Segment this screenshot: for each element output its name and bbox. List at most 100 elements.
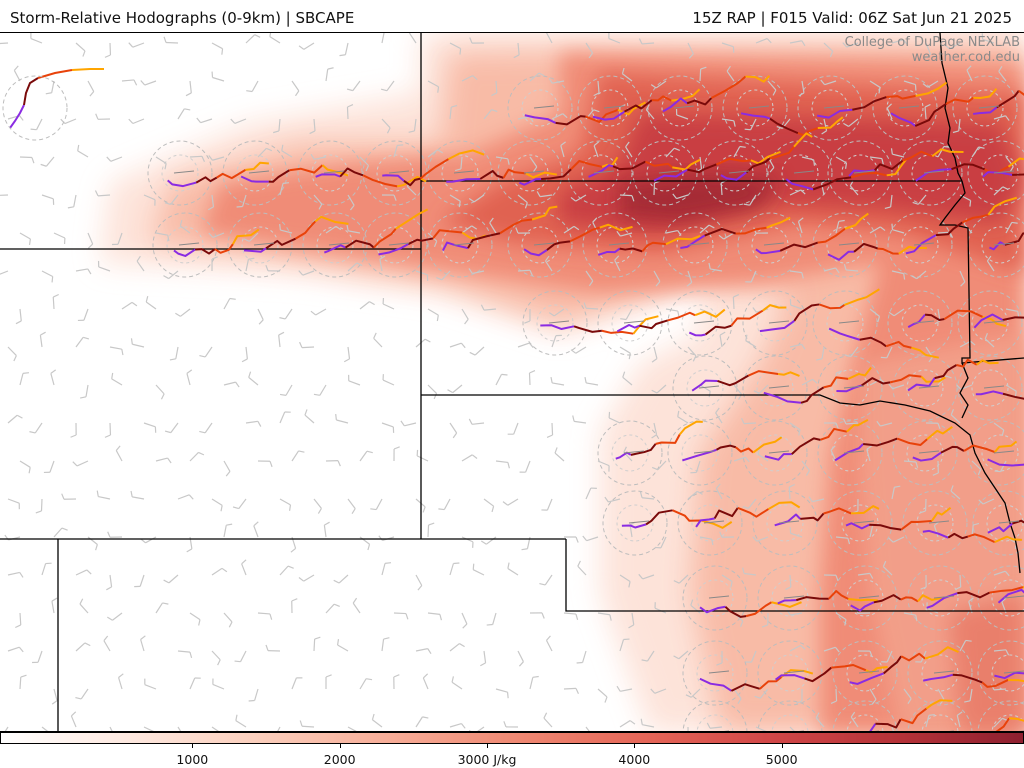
wind-barb — [665, 308, 680, 318]
wind-barb — [823, 422, 839, 429]
wind-barb — [563, 612, 579, 620]
wind-barb — [461, 75, 478, 82]
wind-barb — [993, 115, 1010, 121]
wind-barb — [281, 144, 293, 158]
wind-barb — [51, 597, 58, 614]
hodograph-ring — [227, 212, 293, 278]
wind-barb — [545, 33, 553, 44]
wind-barb — [278, 331, 285, 348]
wind-barb — [235, 714, 247, 728]
wind-barb — [570, 346, 587, 354]
wind-barb — [715, 483, 723, 500]
wind-barb — [639, 491, 655, 500]
wind-barb — [675, 108, 689, 120]
wind-barb — [7, 346, 17, 362]
wind-barb — [585, 487, 597, 500]
wind-barb — [789, 270, 804, 279]
hodograph — [695, 501, 801, 528]
wind-barb — [248, 688, 259, 702]
wind-barb — [0, 270, 9, 275]
wind-barb — [480, 304, 497, 311]
wind-barb — [164, 194, 179, 206]
wind-barb — [472, 563, 485, 576]
wind-barb — [449, 643, 465, 652]
hodograph — [540, 315, 659, 335]
wind-barb — [223, 523, 233, 538]
wind-barb — [503, 721, 519, 728]
wind-barb — [984, 333, 995, 348]
hodograph — [682, 436, 783, 462]
wind-barb — [393, 612, 409, 620]
wind-barb — [616, 685, 633, 692]
wind-barb — [721, 42, 735, 53]
hodograph — [764, 418, 869, 461]
wind-barb — [903, 460, 919, 468]
wind-barb — [279, 223, 293, 234]
wind-barb — [245, 420, 262, 427]
wind-barb — [41, 726, 49, 731]
wind-barb — [645, 104, 655, 120]
hodograph-ring — [827, 490, 893, 556]
wind-barb — [186, 369, 193, 386]
wind-barb — [371, 713, 383, 728]
wind-barb — [835, 156, 848, 169]
wind-barb — [352, 597, 361, 614]
wind-barb — [39, 331, 46, 348]
wind-barb — [966, 65, 973, 82]
wind-barb — [169, 346, 179, 361]
wind-barb — [177, 108, 191, 120]
hodograph-ring — [427, 212, 493, 278]
wind-barb — [740, 417, 757, 425]
wind-barb — [789, 527, 803, 538]
wind-barb — [625, 141, 633, 158]
wind-barb — [745, 270, 757, 283]
wind-barb — [75, 336, 90, 348]
wind-barb — [986, 255, 995, 272]
wind-barb — [891, 270, 906, 280]
wind-barb — [576, 650, 587, 664]
wind-barb — [719, 331, 726, 348]
wind-barb — [53, 232, 66, 245]
wind-barb — [335, 413, 349, 424]
map-panel[interactable]: College of DuPage NEXLAB weather.cod.edu — [0, 32, 1024, 732]
wind-barb — [706, 722, 723, 729]
wind-barb — [583, 302, 599, 310]
hodograph — [592, 88, 701, 121]
wind-barb — [608, 33, 621, 44]
wind-barb — [257, 147, 273, 158]
wind-barb — [699, 384, 711, 398]
wind-barb — [486, 612, 497, 626]
wind-barb — [815, 712, 825, 728]
wind-barb — [211, 498, 223, 512]
wind-barb — [582, 535, 599, 542]
hodograph — [848, 148, 964, 177]
wind-barb — [752, 536, 769, 542]
hodograph-ring — [832, 700, 898, 731]
wind-barb — [208, 232, 225, 239]
wind-barb — [640, 718, 655, 728]
wind-barb — [0, 194, 9, 196]
wind-barb — [638, 38, 655, 45]
hodograph-ring — [872, 75, 938, 141]
wind-barb — [742, 567, 757, 576]
wind-barb — [177, 650, 193, 659]
wind-barb — [291, 450, 305, 462]
wind-barb — [699, 66, 707, 82]
wind-barb — [869, 308, 881, 323]
wind-barb — [236, 194, 247, 208]
wind-barb — [257, 460, 273, 468]
wind-barb — [80, 384, 89, 399]
wind-barb — [539, 574, 553, 586]
wind-barb — [651, 422, 658, 439]
wind-barb — [753, 384, 769, 394]
hodograph — [926, 586, 1024, 609]
wind-barb — [265, 644, 281, 652]
hodograph — [774, 664, 888, 683]
wind-barb — [257, 308, 264, 325]
wind-barb — [650, 688, 667, 694]
wind-barb — [843, 263, 859, 272]
wind-barb — [650, 80, 667, 89]
wind-barb — [121, 79, 138, 86]
wind-barb — [381, 33, 385, 44]
hodograph — [774, 505, 880, 527]
